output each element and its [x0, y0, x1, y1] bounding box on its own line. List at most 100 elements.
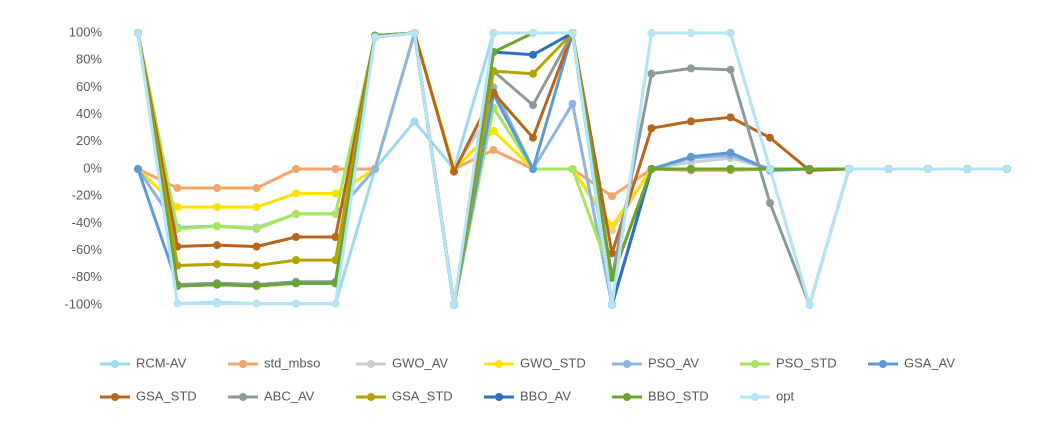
point [252, 281, 261, 290]
point [529, 133, 537, 142]
point [529, 29, 537, 37]
point [252, 224, 261, 233]
legend-label: GWO_STD [520, 355, 586, 370]
point [647, 29, 656, 37]
point [726, 113, 735, 122]
legend-marker [111, 360, 119, 368]
point [489, 29, 498, 37]
y-tick-label: -80% [72, 269, 103, 284]
series-line [136, 31, 1007, 228]
point [173, 184, 182, 193]
y-tick-label: 20% [76, 133, 102, 148]
y-tick-label: -40% [72, 215, 103, 230]
point [331, 233, 340, 241]
point [489, 126, 498, 135]
point [213, 184, 221, 193]
point [213, 299, 221, 308]
point [608, 301, 616, 309]
y-tick-label: 60% [76, 79, 102, 94]
legend-label: BBO_AV [520, 388, 571, 403]
legend-label: PSO_AV [648, 355, 699, 370]
legend-marker [367, 393, 375, 401]
point [134, 29, 142, 37]
y-tick-label: 100% [69, 24, 103, 39]
legend-marker [111, 393, 119, 401]
y-tick-label: -60% [72, 242, 103, 257]
y-tick-label: 80% [76, 52, 102, 67]
point [845, 165, 853, 173]
legend-label: GSA_AV [904, 355, 955, 370]
point [726, 29, 735, 37]
point [173, 203, 182, 212]
point [173, 299, 182, 308]
point [805, 165, 814, 173]
point [608, 192, 616, 201]
legend-marker [751, 393, 759, 401]
point [292, 299, 300, 308]
point [252, 261, 261, 270]
y-tick-label: 0% [83, 160, 102, 175]
point [134, 165, 142, 173]
point [410, 117, 419, 126]
legend-label: ABC_AV [264, 388, 315, 403]
point [213, 222, 221, 231]
point [371, 165, 379, 173]
legend-label: opt [776, 388, 794, 403]
point [331, 299, 340, 308]
point [371, 33, 379, 42]
y-tick-label: -100% [64, 296, 102, 311]
point [608, 222, 616, 231]
point [252, 299, 261, 308]
point [529, 101, 537, 110]
point [450, 301, 458, 309]
point [331, 165, 340, 173]
point [568, 99, 577, 108]
point [213, 280, 221, 289]
point [529, 50, 537, 59]
legend-label: std_mbso [264, 355, 320, 370]
point [647, 69, 656, 78]
y-tick-label: 40% [76, 106, 102, 121]
point [568, 165, 577, 173]
point [292, 279, 300, 288]
point [963, 165, 972, 173]
legend-label: GSA_STD [136, 388, 197, 403]
point [726, 165, 735, 173]
point [726, 148, 735, 157]
point [647, 124, 656, 133]
point [292, 256, 300, 265]
point [766, 133, 774, 142]
legend-label: PSO_STD [776, 355, 837, 370]
point [252, 184, 261, 193]
point [608, 273, 616, 282]
point [331, 209, 340, 218]
point [687, 165, 695, 173]
legend-label: RCM-AV [136, 355, 187, 370]
legend-marker [623, 393, 631, 401]
point [687, 152, 695, 161]
y-tick-label: -20% [72, 188, 103, 203]
point [529, 165, 537, 173]
legend-marker [239, 360, 247, 368]
legend-label: GSA_STD [392, 388, 453, 403]
point [252, 203, 261, 212]
point [1003, 165, 1011, 173]
point [805, 301, 814, 309]
legend-label: GWO_AV [392, 355, 448, 370]
point [687, 64, 695, 73]
point [529, 69, 537, 78]
point [766, 199, 774, 207]
legend-marker [623, 360, 631, 368]
point [766, 165, 774, 173]
point [647, 165, 656, 173]
legend-label: BBO_STD [648, 388, 709, 403]
point [213, 260, 221, 269]
point [292, 189, 300, 198]
point [726, 65, 735, 74]
point [410, 29, 419, 37]
point [331, 189, 340, 198]
legend-marker [879, 360, 887, 368]
legend-marker [751, 360, 759, 368]
point [687, 29, 695, 37]
